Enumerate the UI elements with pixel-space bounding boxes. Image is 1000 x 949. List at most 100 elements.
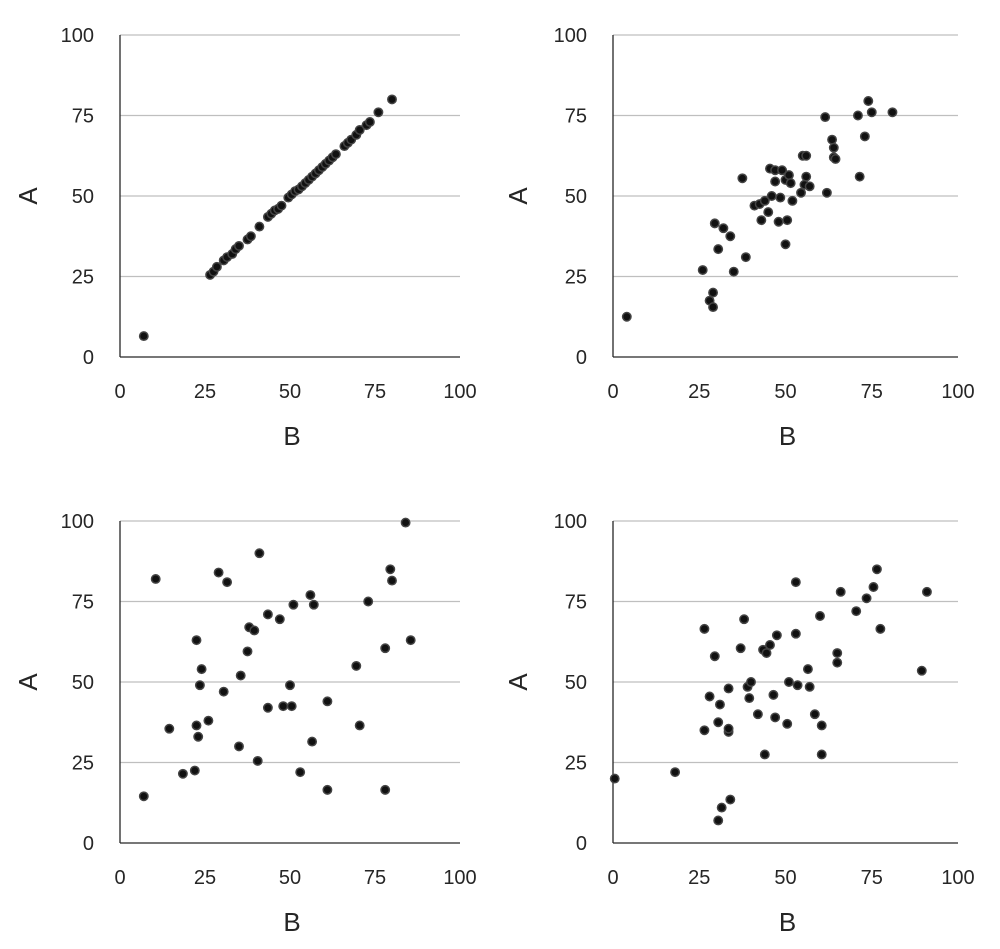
data-point bbox=[723, 683, 734, 694]
data-point bbox=[194, 680, 205, 691]
data-point bbox=[718, 223, 729, 234]
data-point bbox=[307, 736, 318, 747]
data-point bbox=[191, 635, 202, 646]
data-point bbox=[828, 142, 839, 153]
data-point bbox=[851, 606, 862, 617]
data-point bbox=[761, 648, 772, 658]
data-point bbox=[138, 331, 149, 342]
data-point bbox=[354, 125, 365, 135]
x-tick-label: 25 bbox=[194, 381, 216, 403]
data-point bbox=[771, 630, 782, 641]
data-point bbox=[759, 195, 770, 206]
data-point bbox=[193, 731, 204, 742]
data-point bbox=[782, 718, 793, 729]
data-point bbox=[723, 723, 734, 734]
data-point bbox=[784, 170, 794, 181]
data-point bbox=[276, 200, 287, 211]
data-point bbox=[196, 664, 207, 675]
data-point bbox=[235, 670, 246, 681]
data-point bbox=[784, 677, 794, 687]
x-tick-label: 50 bbox=[279, 381, 301, 403]
data-point bbox=[816, 749, 827, 760]
data-point bbox=[868, 582, 879, 592]
y-tick-label: 0 bbox=[83, 833, 94, 855]
data-point bbox=[164, 723, 175, 734]
y-tick-label: 25 bbox=[565, 267, 587, 289]
data-point bbox=[832, 657, 843, 668]
data-point bbox=[770, 712, 781, 723]
data-point bbox=[364, 116, 375, 127]
data-point bbox=[816, 720, 827, 731]
scatter-chart-bottom-right: 0 25 50 75 100 0 25 50 75 100 B A bbox=[503, 511, 975, 937]
y-tick-label: 25 bbox=[72, 753, 94, 775]
data-point bbox=[735, 643, 746, 654]
data-point bbox=[746, 677, 756, 687]
scatter-chart-bottom-left: 0 25 50 75 100 0 25 50 75 100 B A bbox=[13, 511, 477, 937]
data-point bbox=[274, 614, 285, 625]
data-point bbox=[832, 648, 843, 658]
data-point bbox=[713, 815, 724, 826]
data-point bbox=[801, 150, 812, 161]
y-tick-label: 0 bbox=[576, 833, 587, 855]
data-point bbox=[697, 265, 708, 276]
data-point bbox=[191, 720, 202, 731]
data-point bbox=[709, 651, 720, 662]
data-point bbox=[777, 165, 787, 176]
data-point bbox=[922, 586, 932, 597]
data-point bbox=[809, 709, 820, 720]
data-point bbox=[288, 599, 299, 610]
y-tick-label: 75 bbox=[72, 106, 94, 128]
x-tick-label: 50 bbox=[774, 867, 796, 889]
y-tick-label: 50 bbox=[72, 186, 94, 208]
data-point bbox=[866, 107, 877, 118]
data-point bbox=[768, 689, 779, 700]
data-point bbox=[853, 110, 863, 121]
data-point bbox=[782, 215, 793, 226]
data-point bbox=[405, 635, 416, 646]
y-tick-label: 50 bbox=[72, 672, 94, 694]
data-point bbox=[744, 693, 755, 704]
data-point bbox=[713, 717, 724, 728]
data-point bbox=[740, 252, 751, 263]
y-tick-label: 100 bbox=[554, 511, 587, 533]
data-point bbox=[699, 623, 710, 634]
x-tick-label: 100 bbox=[443, 867, 476, 889]
data-point bbox=[854, 171, 865, 182]
data-point bbox=[245, 231, 256, 242]
data-point bbox=[242, 646, 253, 657]
data-point bbox=[670, 767, 681, 778]
y-tick-label: 50 bbox=[565, 186, 587, 208]
data-point bbox=[278, 701, 289, 712]
x-tick-label: 0 bbox=[607, 381, 618, 403]
data-point bbox=[716, 802, 727, 813]
data-point bbox=[827, 134, 838, 145]
data-point bbox=[756, 215, 767, 226]
data-point bbox=[709, 218, 720, 229]
data-point bbox=[351, 660, 362, 671]
data-point bbox=[295, 767, 306, 778]
x-tick-label: 25 bbox=[688, 867, 710, 889]
data-point bbox=[737, 173, 748, 184]
data-point bbox=[699, 725, 710, 736]
data-point bbox=[752, 709, 763, 720]
data-point bbox=[385, 564, 396, 575]
x-tick-label: 75 bbox=[861, 867, 883, 889]
y-tick-label: 25 bbox=[565, 753, 587, 775]
data-point bbox=[796, 187, 806, 198]
data-point bbox=[916, 665, 927, 676]
data-point bbox=[249, 625, 260, 636]
x-tick-label: 50 bbox=[774, 381, 796, 403]
data-point bbox=[330, 149, 341, 160]
data-point bbox=[861, 593, 872, 604]
data-point bbox=[787, 195, 798, 206]
data-point bbox=[765, 640, 775, 650]
scatter-chart-top-left: 0 25 50 75 100 0 25 50 75 100 B A bbox=[13, 25, 477, 451]
data-point bbox=[400, 517, 411, 528]
data-point bbox=[835, 586, 846, 597]
y-tick-label: 100 bbox=[61, 25, 94, 47]
y-axis-title: A bbox=[13, 673, 43, 691]
data-point bbox=[820, 112, 831, 123]
x-tick-label: 100 bbox=[941, 867, 974, 889]
data-point bbox=[780, 239, 791, 250]
